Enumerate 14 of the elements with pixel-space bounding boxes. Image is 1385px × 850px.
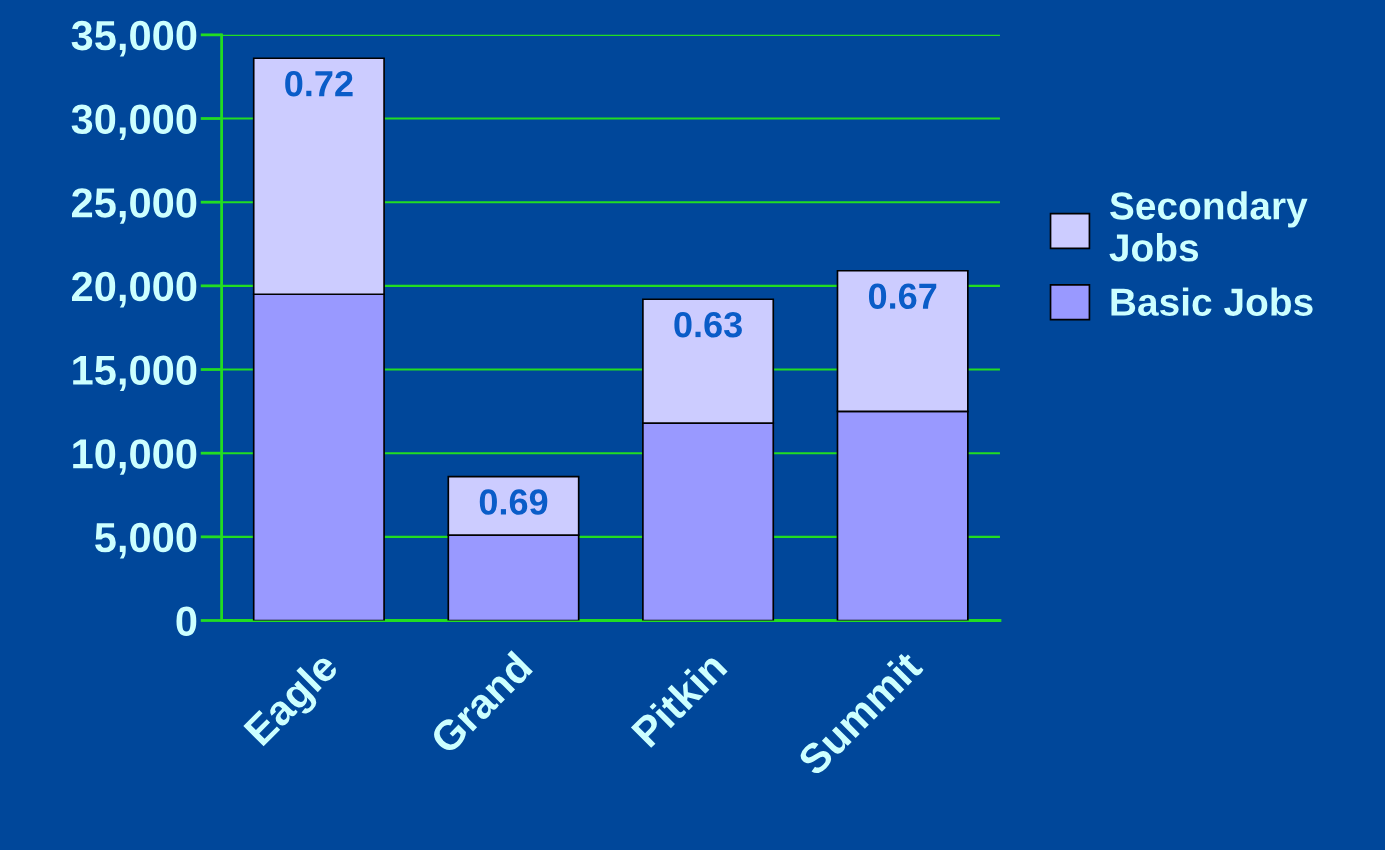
annotation: 0.63	[674, 311, 742, 338]
y-tick-label: 30,000	[71, 104, 197, 141]
legend-label: Secondary Jobs	[1109, 191, 1308, 262]
legend-label: Basic Jobs	[1111, 287, 1313, 316]
y-tick-label: 10,000	[73, 439, 197, 475]
annotation: 0.69	[479, 489, 548, 515]
y-tick-label: 25,000	[72, 188, 197, 224]
y-tick-label: 15,000	[73, 355, 197, 392]
y-tick-label: 0	[176, 606, 197, 637]
y-tick-label: 20,000	[72, 271, 197, 308]
annotation: 0.67	[868, 283, 937, 310]
y-tick-label: 5,000	[95, 522, 197, 559]
y-tick-label: 35,000	[71, 20, 197, 57]
annotation: 0.72	[285, 70, 353, 97]
